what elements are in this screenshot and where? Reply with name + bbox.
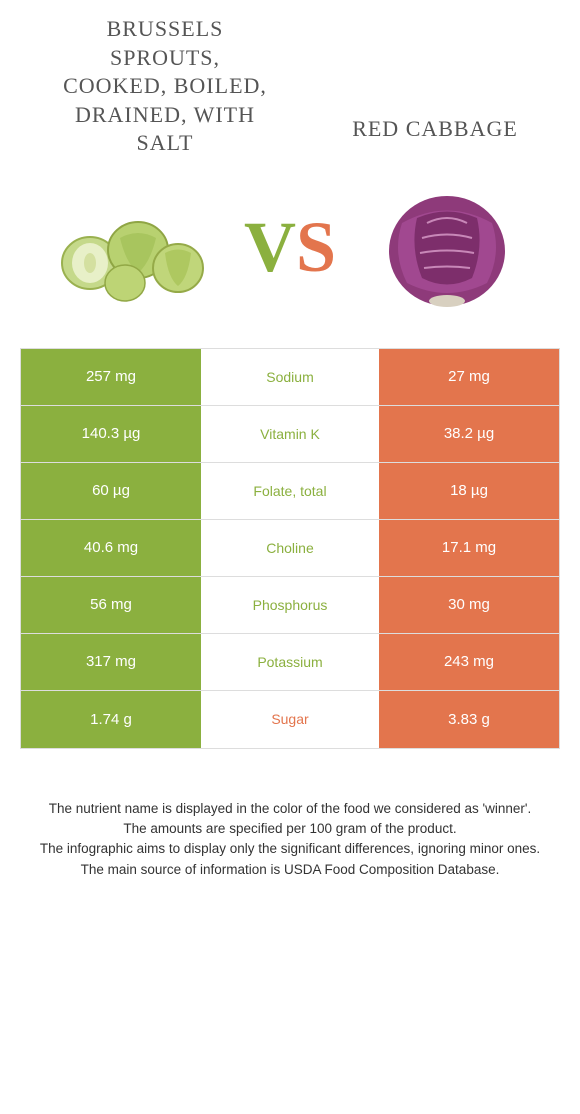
comparison-table: 257 mg Sodium 27 mg 140.3 µg Vitamin K 3… bbox=[20, 348, 560, 749]
nutrient-label: Sugar bbox=[201, 691, 379, 748]
vs-v-letter: V bbox=[244, 207, 296, 287]
right-value: 18 µg bbox=[379, 463, 559, 519]
left-value: 317 mg bbox=[21, 634, 201, 690]
header: Brussels sprouts, cooked, boiled, draine… bbox=[20, 15, 560, 158]
left-value: 40.6 mg bbox=[21, 520, 201, 576]
table-row: 60 µg Folate, total 18 µg bbox=[21, 463, 559, 520]
left-food-title: Brussels sprouts, cooked, boiled, draine… bbox=[60, 15, 270, 158]
right-value: 3.83 g bbox=[379, 691, 559, 748]
table-row: 317 mg Potassium 243 mg bbox=[21, 634, 559, 691]
left-value: 140.3 µg bbox=[21, 406, 201, 462]
right-value: 38.2 µg bbox=[379, 406, 559, 462]
right-value: 17.1 mg bbox=[379, 520, 559, 576]
table-row: 1.74 g Sugar 3.83 g bbox=[21, 691, 559, 748]
red-cabbage-icon bbox=[365, 188, 530, 308]
left-value: 56 mg bbox=[21, 577, 201, 633]
right-value: 243 mg bbox=[379, 634, 559, 690]
vs-label: VS bbox=[244, 206, 336, 289]
footer-line: The infographic aims to display only the… bbox=[30, 839, 550, 859]
brussels-sprouts-icon bbox=[50, 188, 215, 308]
vs-s-letter: S bbox=[296, 207, 336, 287]
right-value: 27 mg bbox=[379, 349, 559, 405]
footer-line: The amounts are specified per 100 gram o… bbox=[30, 819, 550, 839]
left-value: 257 mg bbox=[21, 349, 201, 405]
nutrient-label: Phosphorus bbox=[201, 577, 379, 633]
table-row: 56 mg Phosphorus 30 mg bbox=[21, 577, 559, 634]
footer-line: The main source of information is USDA F… bbox=[30, 860, 550, 880]
nutrient-label: Potassium bbox=[201, 634, 379, 690]
left-value: 1.74 g bbox=[21, 691, 201, 748]
table-row: 40.6 mg Choline 17.1 mg bbox=[21, 520, 559, 577]
right-value: 30 mg bbox=[379, 577, 559, 633]
nutrient-label: Sodium bbox=[201, 349, 379, 405]
nutrient-label: Folate, total bbox=[201, 463, 379, 519]
footer-line: The nutrient name is displayed in the co… bbox=[30, 799, 550, 819]
table-row: 257 mg Sodium 27 mg bbox=[21, 349, 559, 406]
right-food-title: Red cabbage bbox=[350, 115, 520, 144]
left-value: 60 µg bbox=[21, 463, 201, 519]
footer-notes: The nutrient name is displayed in the co… bbox=[20, 799, 560, 880]
nutrient-label: Choline bbox=[201, 520, 379, 576]
vs-row: VS bbox=[20, 188, 560, 308]
nutrient-label: Vitamin K bbox=[201, 406, 379, 462]
table-row: 140.3 µg Vitamin K 38.2 µg bbox=[21, 406, 559, 463]
